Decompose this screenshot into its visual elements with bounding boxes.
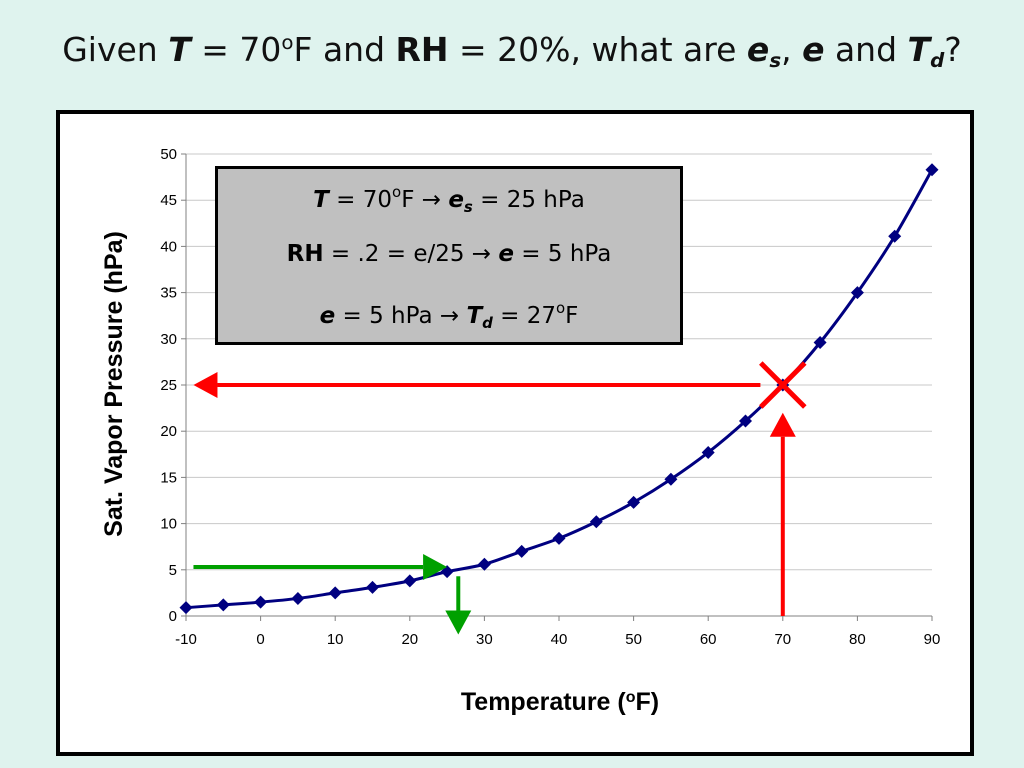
- slide-title: Given T = 70oF and RH = 20%, what are es…: [62, 30, 962, 72]
- data-point: [888, 229, 902, 243]
- red-x-marker: [759, 361, 807, 409]
- data-point: [403, 574, 417, 588]
- axes: [181, 153, 933, 621]
- info-box: T = 70oF → es = 25 hPa RH = .2 = e/25 → …: [215, 166, 683, 345]
- green-arrow-down-head: [445, 610, 472, 635]
- data-point: [291, 591, 305, 605]
- data-point: [179, 601, 193, 615]
- data-point: [664, 472, 678, 486]
- data-point: [739, 414, 752, 428]
- x-tick-label: 0: [256, 631, 264, 648]
- info-line-1: T = 70oF → es = 25 hPa: [313, 183, 585, 216]
- data-point: [328, 586, 342, 600]
- red-arrow-left: [193, 372, 761, 398]
- data-point: [813, 335, 827, 349]
- y-tick-label: 0: [169, 608, 177, 625]
- green-arrow-down: [445, 576, 472, 635]
- y-tick-label: 40: [160, 238, 177, 255]
- y-tick-label: 50: [160, 146, 177, 163]
- y-tick-label: 10: [160, 516, 177, 533]
- x-tick-label: 90: [924, 631, 941, 648]
- tick-labels: 0 5 10 15 20 25 30 35 40 45 50 -10 0 10 20 30 40 50 60 70 80…: [160, 146, 940, 648]
- data-point: [254, 595, 268, 609]
- data-point: [515, 544, 529, 558]
- x-tick-label: 80: [849, 631, 866, 648]
- x-tick-label: -10: [175, 631, 197, 648]
- x-tick-label: 60: [700, 631, 717, 648]
- data-point: [701, 445, 715, 459]
- red-x-stroke: [759, 361, 807, 409]
- red-arrow-left-head: [193, 372, 218, 398]
- x-axis-title: Temperature (oF): [461, 688, 659, 716]
- chart-frame: 0 5 10 15 20 25 30 35 40 45 50 -10 0 10 20 30 40 50 60 70 80…: [56, 110, 974, 756]
- y-tick-label: 45: [160, 192, 177, 209]
- data-point: [477, 557, 491, 571]
- y-tick-label: 5: [169, 562, 177, 579]
- green-arrow-right-head: [423, 554, 448, 581]
- green-arrow-right: [193, 554, 448, 581]
- data-point: [589, 515, 603, 529]
- data-point: [552, 531, 566, 545]
- red-arrow-up-head: [769, 412, 796, 437]
- info-line-3: e = 5 hPa → Td = 27oF: [319, 299, 579, 332]
- y-tick-label: 20: [160, 423, 177, 440]
- data-point: [216, 598, 230, 612]
- y-axis-title: Sat. Vapor Pressure (hPa): [100, 231, 128, 537]
- data-point: [366, 580, 379, 594]
- red-arrow-up: [769, 412, 796, 616]
- y-tick-label: 35: [160, 285, 177, 302]
- x-tick-label: 70: [774, 631, 791, 648]
- y-tick-label: 25: [160, 377, 177, 394]
- info-line-2: RH = .2 = e/25 → e = 5 hPa: [286, 241, 612, 267]
- y-tick-label: 15: [160, 469, 177, 486]
- data-point: [850, 286, 864, 300]
- x-tick-label: 50: [625, 631, 642, 648]
- x-tick-label: 10: [327, 631, 344, 648]
- x-tick-label: 30: [476, 631, 493, 648]
- data-point: [925, 163, 939, 177]
- y-tick-label: 30: [160, 331, 177, 348]
- data-point: [627, 495, 641, 509]
- x-tick-label: 40: [551, 631, 568, 648]
- x-tick-label: 20: [401, 631, 418, 648]
- annotation-arrows: [193, 361, 807, 635]
